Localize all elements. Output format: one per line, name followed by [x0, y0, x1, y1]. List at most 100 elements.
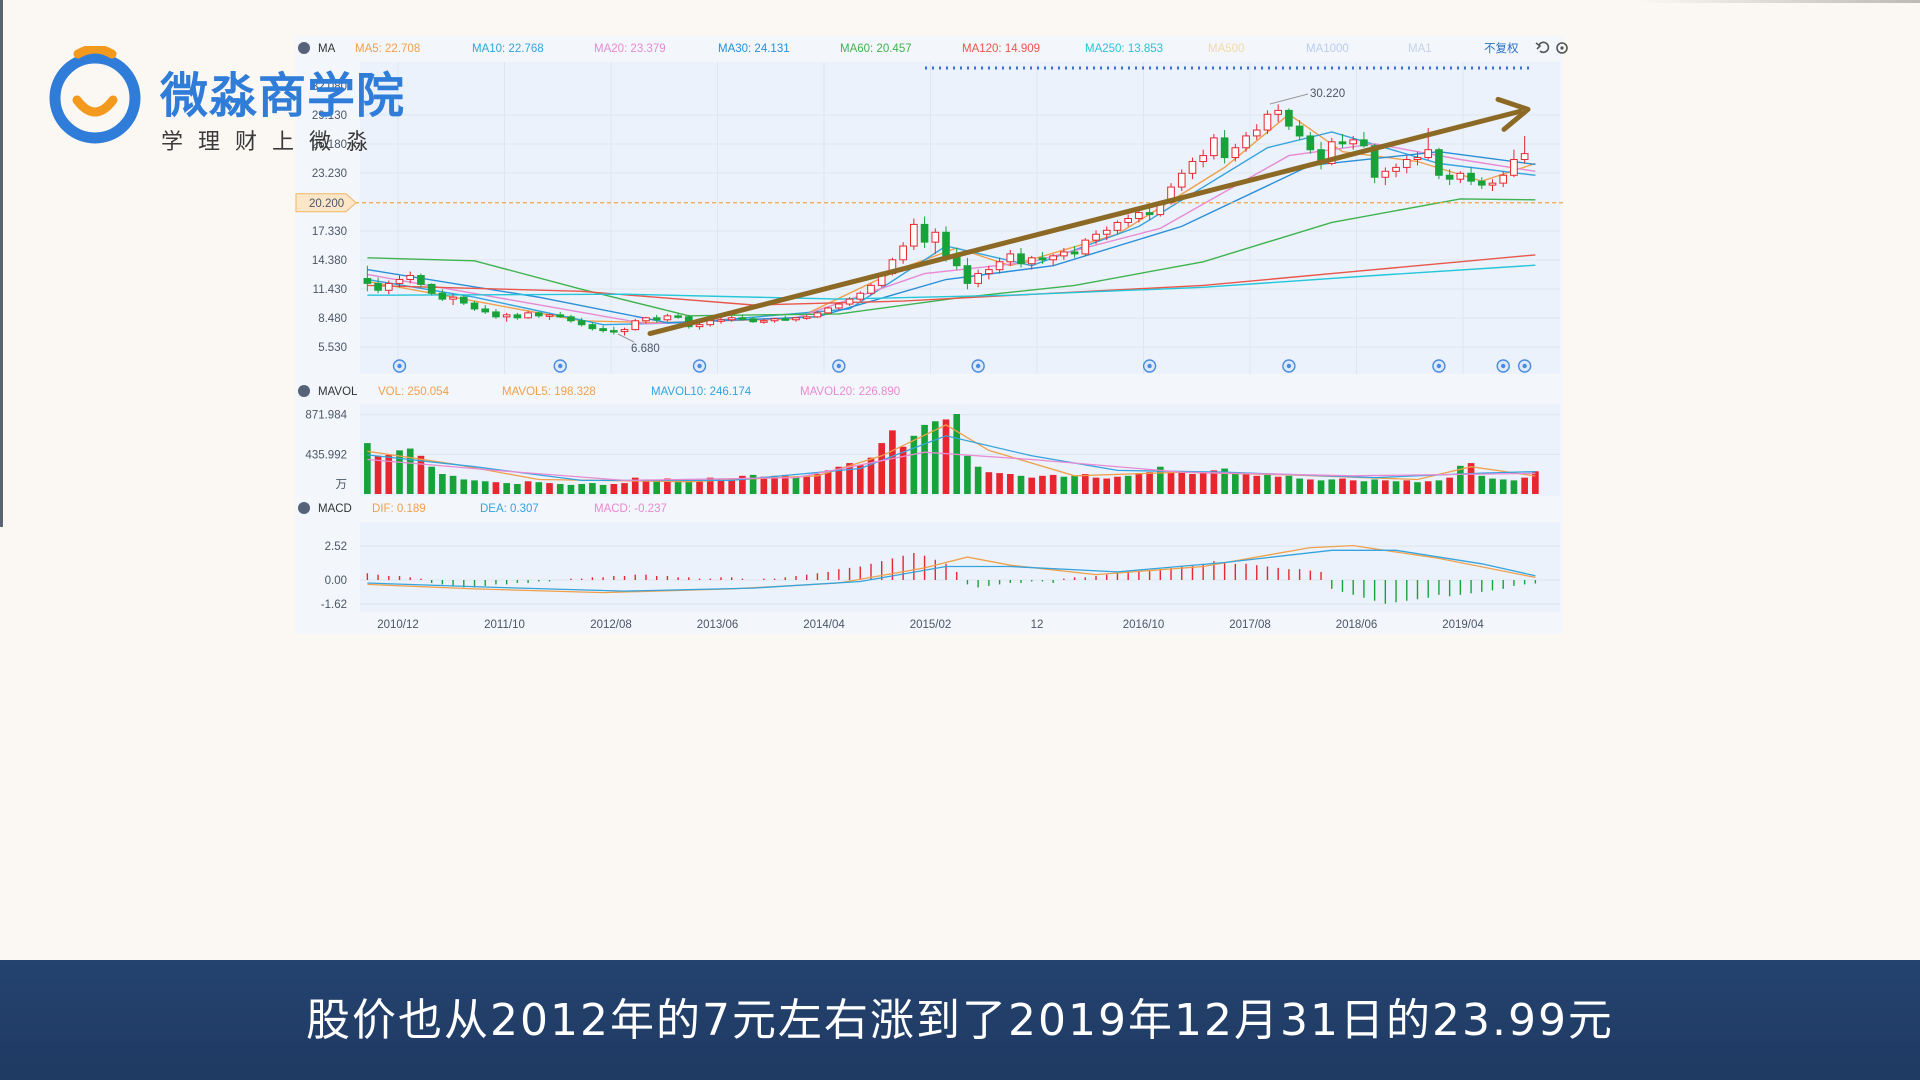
- ma-line-ma250: [367, 264, 1536, 300]
- ma-indicator: MA250: 13.853: [1085, 43, 1163, 55]
- volume-bar-down: [1414, 482, 1421, 494]
- current-price-tag: 20.200: [309, 198, 344, 210]
- volume-bar-down: [578, 484, 585, 494]
- volume-bar-down: [1360, 481, 1368, 494]
- macd-tick-label: 0.00: [325, 575, 347, 587]
- volume-bar-up: [385, 454, 393, 494]
- ma-indicator: MA5: 22.708: [355, 43, 420, 55]
- macd-header: MACD DIF: 0.189 DEA: 0.307 MACD: -0.237: [298, 502, 667, 515]
- volume-bar-up: [728, 478, 736, 494]
- volume-bar-up: [985, 472, 993, 494]
- gear-icon[interactable]: [1556, 42, 1568, 54]
- ma-toggle-label[interactable]: MA: [318, 43, 336, 55]
- candle-up: [845, 298, 854, 305]
- event-marker-dot: [836, 363, 842, 369]
- candle-up: [502, 314, 511, 318]
- volume-bar-up: [760, 476, 768, 494]
- volume-bar-down: [535, 482, 543, 494]
- candle-down: [363, 277, 372, 284]
- volume-bar-down: [1156, 466, 1164, 494]
- candle-down: [556, 314, 565, 318]
- volume-bar-down: [514, 484, 521, 494]
- x-tick-label: 2019/04: [1442, 619, 1484, 631]
- volume-bar-up: [1274, 476, 1282, 494]
- ma-indicator: MA120: 14.909: [962, 43, 1040, 55]
- event-marker-dot: [1501, 363, 1506, 369]
- ma-indicator: MA1: [1408, 43, 1432, 55]
- candle-down: [427, 283, 436, 294]
- macd-toggle-label[interactable]: MACD: [318, 503, 352, 515]
- x-tick-label: 2013/06: [697, 619, 739, 631]
- volume-bar-up: [1253, 475, 1261, 494]
- undo-icon[interactable]: [1535, 41, 1550, 54]
- event-marker-dot: [1522, 363, 1527, 369]
- macd-toggle-icon[interactable]: [298, 502, 310, 514]
- volume-bar-up: [771, 475, 778, 494]
- volume-bar-up: [889, 430, 896, 494]
- candle-down: [963, 265, 972, 284]
- candle-up: [663, 315, 672, 321]
- candle-up: [1510, 159, 1518, 176]
- mavol-toggle-icon[interactable]: [298, 385, 310, 397]
- candle-down: [1038, 257, 1047, 261]
- volume-bar-up: [1103, 478, 1111, 494]
- volume-bar-down: [653, 480, 661, 494]
- volume-bar-down: [974, 466, 982, 494]
- volume-bar-up: [374, 455, 382, 494]
- volume-bar-down: [1060, 476, 1068, 494]
- top-right-shadow: [1640, 0, 1920, 3]
- volume-bar-down: [910, 435, 918, 494]
- event-marker-dot: [1436, 363, 1442, 369]
- max-price-label: 30.220: [1310, 88, 1345, 100]
- volume-bar-down: [1457, 465, 1464, 494]
- volume-bar-up: [1446, 477, 1453, 494]
- ma-toggle-icon[interactable]: [298, 42, 310, 54]
- candle-up: [1349, 139, 1358, 145]
- volume-bar-up: [1146, 472, 1153, 494]
- macd-indicator: MACD: -0.237: [594, 503, 667, 515]
- stock-chart: MA MA5: 22.708 MA10: 22.768 MA20: 23.379 MA…: [295, 41, 1568, 631]
- candle-up: [1252, 129, 1261, 137]
- event-marker-dot: [697, 363, 702, 369]
- trend-arrow-head: [1495, 96, 1531, 132]
- volume-bar-down: [1017, 475, 1025, 494]
- x-tick-label: 2014/04: [803, 619, 845, 631]
- adjust-label[interactable]: 不复权: [1484, 42, 1519, 55]
- candle-up: [835, 303, 843, 309]
- candle-up: [1499, 174, 1508, 184]
- volume-bar-down: [674, 479, 682, 494]
- candle-down: [577, 320, 586, 326]
- volume-bar-up: [1349, 480, 1357, 494]
- volume-bar-up: [1403, 480, 1411, 494]
- candle-down: [1370, 145, 1379, 178]
- volume-bar-up: [1189, 474, 1196, 494]
- candle-up: [931, 231, 940, 243]
- volume-bar-up: [1210, 470, 1218, 494]
- candle-up: [1135, 212, 1143, 220]
- mavol-toggle-label[interactable]: MAVOL: [318, 386, 358, 398]
- volume-bar-up: [996, 473, 1003, 494]
- price-tick-label: 23.230: [312, 168, 347, 180]
- candle-down: [481, 308, 490, 313]
- volume-bar-down: [396, 450, 403, 494]
- candle-up: [1027, 257, 1036, 265]
- x-tick-label: 12: [1031, 619, 1044, 631]
- candle-up: [1392, 166, 1400, 172]
- candle-down: [513, 314, 522, 319]
- x-tick-label: 2016/10: [1123, 619, 1165, 631]
- candle-up: [395, 278, 404, 284]
- candle-up: [727, 317, 736, 321]
- min-price-leader: [617, 333, 635, 343]
- volume-bar-down: [1392, 481, 1400, 494]
- candle-up: [384, 282, 393, 291]
- left-edge-bar: [0, 0, 3, 527]
- candle-down: [1285, 109, 1293, 127]
- event-marker-dot: [975, 363, 981, 369]
- candle-up: [1402, 159, 1411, 168]
- candle-up: [1488, 182, 1497, 186]
- price-tick-label: 29.130: [312, 110, 347, 122]
- volume-bar-up: [706, 477, 714, 494]
- volume-bar-down: [599, 484, 607, 494]
- ma-indicator: MA20: 23.379: [594, 43, 666, 55]
- volume-bar-up: [1028, 477, 1036, 494]
